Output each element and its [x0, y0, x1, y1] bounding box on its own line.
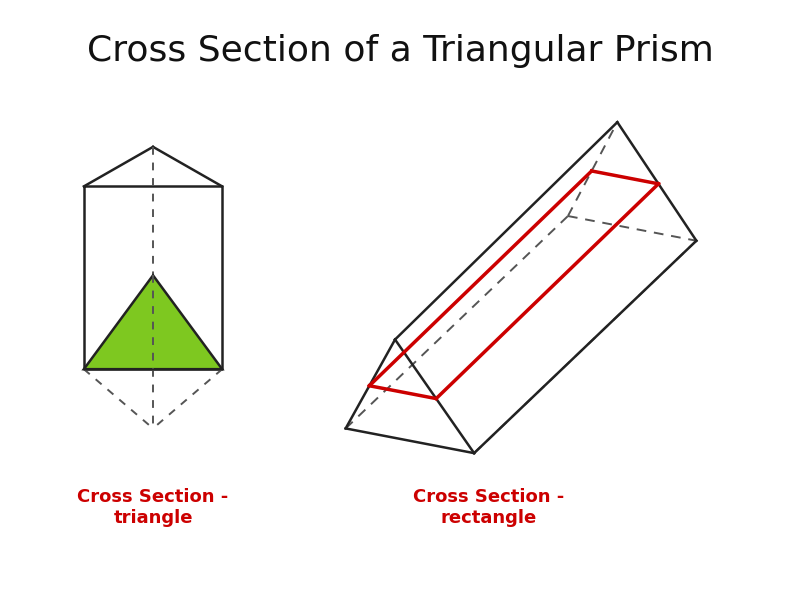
Text: Cross Section of a Triangular Prism: Cross Section of a Triangular Prism — [86, 34, 714, 68]
Polygon shape — [84, 275, 222, 369]
Text: Cross Section -
triangle: Cross Section - triangle — [78, 488, 229, 527]
Text: Cross Section -
rectangle: Cross Section - rectangle — [414, 488, 565, 527]
